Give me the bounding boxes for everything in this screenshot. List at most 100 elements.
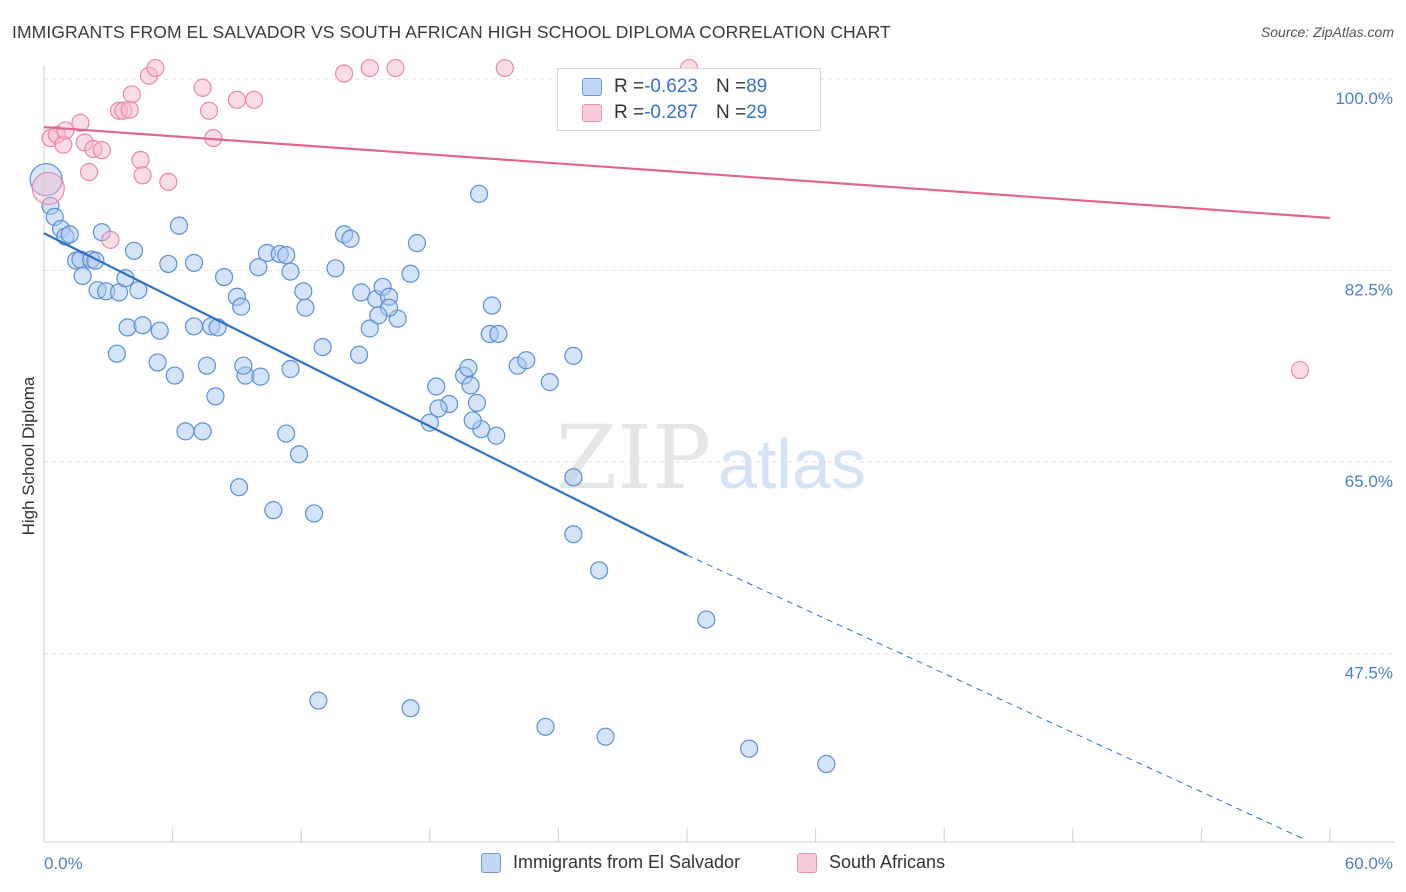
el-salvador-trend-extension: [686, 554, 1307, 841]
el-salvador-point: [309, 691, 328, 710]
south-africans-point: [360, 58, 379, 78]
legend-r-label: R =: [614, 76, 645, 97]
el-salvador-point: [251, 367, 270, 386]
el-salvador-point: [467, 393, 487, 413]
south-africans-point: [92, 141, 111, 160]
el-salvador-point: [463, 411, 482, 430]
el-salvador-point: [401, 699, 420, 718]
legend-row-pink: R = -0.287 N = 29: [582, 101, 767, 125]
el-salvador-point: [427, 377, 446, 396]
legend-r-label: R =: [614, 102, 645, 123]
el-salvador-point: [294, 282, 313, 301]
el-salvador-point: [148, 353, 167, 372]
el-salvador-point: [313, 338, 332, 357]
south-africans-point: [146, 58, 165, 78]
el-salvador-point: [277, 424, 296, 443]
el-salvador-point: [482, 296, 502, 315]
el-salvador-point: [341, 229, 360, 248]
legend-n-value: 89: [746, 76, 768, 97]
el-salvador-point: [596, 727, 615, 746]
correlation-legend: R = -0.623 N = 89 R = -0.287 N = 29: [557, 68, 821, 131]
el-salvador-point: [429, 399, 448, 418]
y-tick-label: 47.5%: [1345, 664, 1393, 683]
series-legend-item-el-salvador: Immigrants from El Salvador: [481, 852, 740, 873]
el-salvador-point: [564, 525, 583, 544]
south-africans-point: [386, 58, 405, 78]
el-salvador-point: [349, 345, 369, 364]
legend-swatch-blue: [582, 78, 602, 96]
el-salvador-point: [536, 717, 555, 736]
chart-source: Source: ZipAtlas.com: [1260, 24, 1394, 40]
south-africans-point: [227, 90, 246, 109]
el-salvador-point: [73, 266, 92, 286]
el-salvador-point: [214, 267, 234, 287]
el-salvador-point: [296, 298, 315, 317]
legend-row-blue: R = -0.623 N = 89: [582, 75, 767, 99]
el-salvador-point: [697, 610, 716, 629]
chart-title: IMMIGRANTS FROM EL SALVADOR VS SOUTH AFR…: [12, 22, 891, 42]
series-legend-label: Immigrants from El Salvador: [513, 852, 741, 872]
el-salvador-point: [326, 259, 345, 278]
series-swatch-pink: [797, 852, 817, 873]
el-salvador-point: [208, 318, 227, 337]
el-salvador-point: [169, 216, 189, 235]
south-africans-point: [122, 85, 141, 104]
el-salvador-point: [590, 561, 609, 580]
series-legend: Immigrants from El Salvador South Africa…: [0, 852, 1406, 878]
el-salvador-point: [124, 241, 144, 260]
el-salvador-point: [133, 316, 152, 335]
y-tick-label: 82.5%: [1345, 281, 1393, 300]
south-africans-trend-line: [43, 126, 1331, 220]
el-salvador-point: [360, 319, 379, 338]
el-salvador-trend-line: [43, 232, 688, 556]
watermark: ZIP atlas: [556, 406, 866, 509]
el-salvador-point: [817, 754, 836, 774]
el-salvador-point: [159, 254, 178, 274]
south-africans-point: [131, 150, 150, 170]
el-salvador-point: [369, 306, 388, 325]
el-salvador-point: [289, 445, 309, 464]
legend-r-value: -0.287: [644, 102, 698, 123]
south-africans-point: [193, 78, 212, 97]
south-africans-point: [101, 230, 120, 249]
el-salvador-point: [264, 501, 283, 520]
el-salvador-point: [232, 297, 251, 316]
el-salvador-point: [352, 283, 371, 302]
el-salvador-point: [517, 351, 536, 370]
south-africans-point: [133, 166, 152, 185]
trend-lines: [43, 126, 1331, 841]
el-salvador-point: [564, 468, 583, 487]
y-tick-label: 65.0%: [1345, 472, 1393, 491]
legend-r-value: -0.623: [644, 76, 698, 97]
el-salvador-point: [281, 262, 300, 281]
south-africans-point: [334, 64, 354, 83]
y-tick-label: 100.0%: [1335, 89, 1393, 108]
south-africans-point: [244, 90, 264, 109]
y-axis-label: High School Diploma: [19, 376, 38, 535]
el-salvador-point: [469, 184, 489, 203]
el-salvador-point: [197, 356, 216, 375]
el-salvador-point: [277, 246, 296, 265]
el-salvador-point: [107, 344, 126, 363]
south-africans-point: [1290, 360, 1310, 380]
el-salvador-point: [401, 264, 420, 283]
series-swatch-blue: [481, 852, 501, 873]
south-africans-point: [159, 172, 178, 191]
legend-n-value: 29: [746, 102, 768, 123]
south-africans-point: [120, 100, 139, 119]
legend-n-label: N =: [715, 76, 747, 97]
series-legend-label: South Africans: [829, 852, 946, 872]
el-salvador-point: [564, 346, 583, 365]
south-africans-point: [495, 58, 514, 78]
el-salvador-point: [165, 366, 184, 385]
south-africans-point: [31, 171, 65, 206]
el-salvador-point: [304, 504, 324, 523]
series-legend-item-south-africans: South Africans: [797, 852, 945, 873]
el-salvador-point: [184, 253, 204, 272]
el-salvador-point: [176, 422, 195, 441]
el-salvador-point: [740, 739, 759, 758]
el-salvador-point: [193, 422, 212, 441]
watermark-atlas: atlas: [718, 425, 866, 503]
el-salvador-point: [540, 373, 559, 392]
